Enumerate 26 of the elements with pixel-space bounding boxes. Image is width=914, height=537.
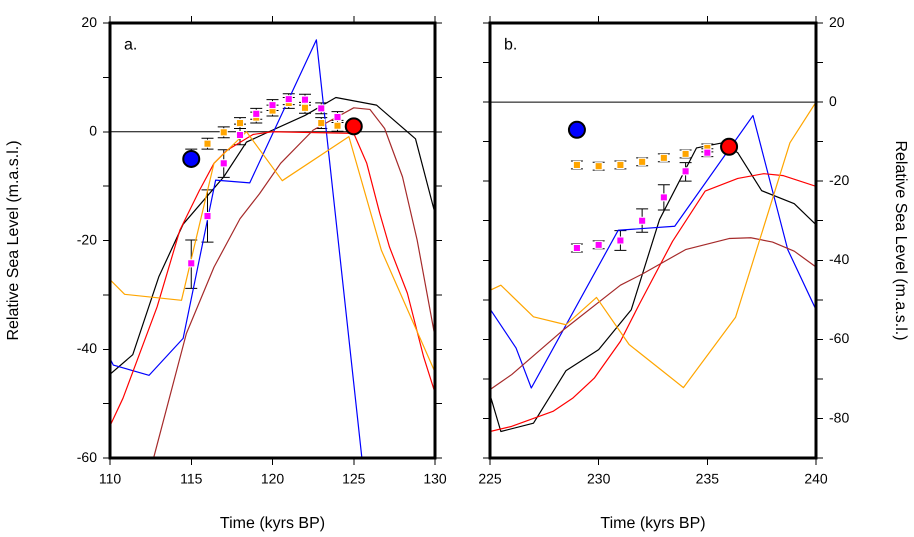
x-tick-label: 225 [478, 470, 502, 486]
x-tick-label: 130 [423, 470, 447, 486]
y2-tick-label: -60 [829, 330, 850, 346]
y-tick-label: -20 [76, 231, 98, 248]
x-tick-label: 235 [696, 470, 720, 486]
y2-axis-title: Relative Sea Level (m.a.s.l.) [892, 140, 909, 341]
x-tick-label: 115 [180, 470, 203, 486]
x-tick-label: 125 [342, 470, 366, 486]
y2-tick-label: 20 [829, 14, 845, 30]
y-tick-label: -60 [76, 448, 98, 465]
x-tick-label: 230 [586, 470, 611, 486]
y-tick-label: 20 [81, 14, 98, 30]
x-tick-label: 110 [98, 470, 122, 486]
y-tick-label: -40 [76, 340, 98, 356]
y2-tick-label: 0 [829, 92, 837, 109]
x-tick-label: 120 [260, 470, 284, 486]
x-axis-title: Time (kyrs BP) [600, 514, 706, 532]
annotation: a. [124, 36, 138, 54]
x-tick-label: 240 [804, 470, 828, 486]
x-axis-title: Time (kyrs BP) [220, 514, 326, 532]
y2-tick-label: -20 [829, 172, 850, 188]
y-axis-title: Relative Sea Level (m.a.s.l.) [5, 140, 22, 341]
y-tick-label: 0 [89, 122, 98, 139]
annotation: b. [504, 36, 518, 54]
y2-tick-label: -80 [829, 409, 850, 426]
y2-tick-label: -40 [829, 251, 850, 268]
